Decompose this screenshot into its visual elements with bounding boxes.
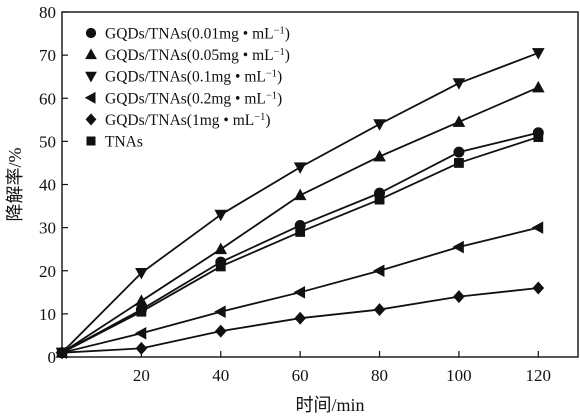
legend-entry: GQDs/TNAs(0.05mg • mL−1) [85, 47, 290, 65]
y-tick-label: 20 [39, 262, 56, 281]
legend-label: GQDs/TNAs(0.01mg • mL−1) [105, 25, 290, 43]
legend-label: GQDs/TNAs(0.05mg • mL−1) [105, 47, 290, 65]
data-point-circle [453, 146, 465, 158]
data-point-square [57, 347, 67, 358]
y-tick-label: 60 [39, 89, 56, 108]
x-tick-label: 40 [212, 366, 229, 385]
data-point-circle [85, 27, 97, 39]
data-point-square [454, 158, 464, 168]
data-point-triangle-down [85, 71, 97, 83]
y-tick-label: 0 [48, 348, 57, 367]
data-point-triangle-up [85, 48, 97, 60]
legend-entry: GQDs/TNAs(0.2mg • mL−1) [84, 90, 282, 108]
x-tick-label: 60 [292, 366, 309, 385]
data-point-triangle-up [135, 294, 148, 306]
data-point-triangle-up [373, 149, 386, 162]
y-axis-label: 降解率/% [5, 147, 25, 221]
data-point-triangle-left [293, 286, 306, 299]
y-tick-label: 80 [39, 3, 56, 22]
legend-entry: GQDs/TNAs(0.01mg • mL−1) [85, 25, 290, 43]
data-point-square [215, 261, 226, 272]
data-point-triangle-up [293, 188, 307, 201]
data-point-square [374, 194, 385, 205]
y-tick-label: 50 [39, 132, 56, 151]
legend-entry: TNAs [86, 134, 143, 151]
data-point-triangle-down [532, 48, 545, 60]
data-point-triangle-down [452, 78, 466, 90]
legend-label: GQDs/TNAs(0.1mg • mL−1) [105, 68, 282, 86]
data-point-diamond [85, 113, 97, 126]
legend-entry: GQDs/TNAs(0.1mg • mL−1) [85, 68, 282, 86]
data-point-square [136, 306, 147, 317]
series-4 [55, 221, 544, 359]
series-6 [57, 132, 544, 358]
x-tick-label: 120 [526, 366, 552, 385]
data-point-triangle-left [134, 326, 147, 340]
data-point-triangle-down [373, 119, 386, 131]
legend-label: GQDs/TNAs(1mg • mL−1) [105, 111, 271, 128]
data-point-triangle-down [293, 162, 307, 174]
legend-label: GQDs/TNAs(0.2mg • mL−1) [105, 90, 282, 108]
legend-label: TNAs [105, 134, 143, 151]
x-tick-label: 80 [371, 366, 388, 385]
data-point-diamond [214, 324, 227, 338]
data-point-triangle-left [214, 305, 226, 319]
y-tick-label: 30 [39, 219, 56, 238]
data-point-diamond [373, 303, 386, 317]
data-point-diamond [294, 311, 306, 325]
y-tick-label: 10 [39, 305, 56, 324]
data-point-triangle-left [531, 221, 544, 234]
x-tick-label: 100 [446, 366, 472, 385]
data-point-square [86, 136, 96, 146]
legend-entry: GQDs/TNAs(1mg • mL−1) [85, 111, 271, 129]
data-point-diamond [453, 290, 465, 304]
x-axis-label: 时间/min [295, 395, 364, 415]
data-point-triangle-up [214, 242, 228, 255]
data-point-triangle-up [452, 115, 466, 127]
data-point-triangle-left [372, 264, 385, 278]
data-point-triangle-down [214, 209, 228, 222]
data-point-diamond [135, 341, 148, 355]
data-point-diamond [532, 281, 545, 295]
series-lines [55, 48, 545, 360]
data-point-square [295, 227, 306, 237]
y-tick-label: 40 [39, 176, 56, 195]
data-point-square [533, 132, 544, 142]
y-tick-label: 70 [39, 46, 56, 65]
x-tick-label: 20 [133, 366, 150, 385]
data-point-triangle-left [452, 240, 464, 254]
data-point-triangle-up [532, 80, 545, 93]
series-3 [55, 48, 545, 360]
axes: 0 10 20 30 40 50 60 70 80 20 40 60 80 100 120 [39, 3, 579, 385]
legend: GQDs/TNAs(0.01mg • mL−1) GQDs/TNAs(0.05mg… [84, 25, 290, 151]
data-point-triangle-down [135, 268, 148, 280]
data-point-triangle-left [84, 91, 96, 104]
